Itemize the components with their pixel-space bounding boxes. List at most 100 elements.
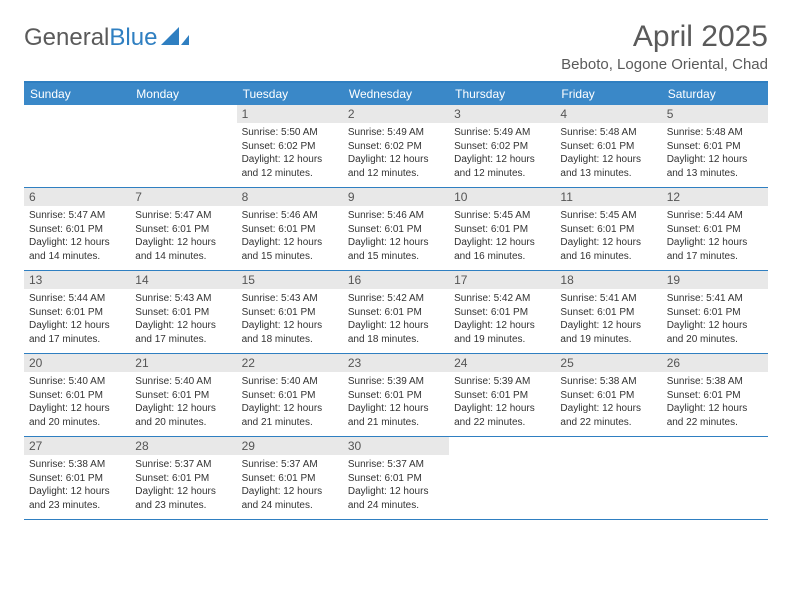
day-text-line: Sunrise: 5:47 AM (135, 209, 231, 223)
day-text-line: Sunrise: 5:49 AM (348, 126, 444, 140)
day-number: 11 (560, 190, 572, 204)
day-number-bar: 11 (555, 188, 661, 206)
week-row: ..1Sunrise: 5:50 AMSunset: 6:02 PMDaylig… (24, 105, 768, 188)
day-text-line: Daylight: 12 hours (667, 236, 763, 250)
day-text-line: Sunset: 6:01 PM (29, 223, 125, 237)
day-text-line: Sunset: 6:01 PM (135, 472, 231, 486)
day-text-line: Daylight: 12 hours (454, 402, 550, 416)
day-text-line: Sunrise: 5:44 AM (667, 209, 763, 223)
day-number-bar: 16 (343, 271, 449, 289)
dow-saturday: Saturday (662, 83, 768, 105)
day-text-line: Daylight: 12 hours (348, 153, 444, 167)
day-text-line: Daylight: 12 hours (135, 402, 231, 416)
day-text-line: Sunset: 6:02 PM (348, 140, 444, 154)
day-text-line: Sunrise: 5:43 AM (242, 292, 338, 306)
day-text-line: Daylight: 12 hours (242, 319, 338, 333)
day-number: 4 (560, 107, 567, 121)
day-number-bar: 15 (237, 271, 343, 289)
day-cell: 1Sunrise: 5:50 AMSunset: 6:02 PMDaylight… (237, 105, 343, 187)
day-text-line: Sunrise: 5:47 AM (29, 209, 125, 223)
day-text-line: and 16 minutes. (560, 250, 656, 264)
day-text-line: Sunrise: 5:46 AM (348, 209, 444, 223)
day-text-line: Sunrise: 5:40 AM (242, 375, 338, 389)
day-text-line: Daylight: 12 hours (135, 485, 231, 499)
day-number-bar: 10 (449, 188, 555, 206)
location-label: Beboto, Logone Oriental, Chad (561, 56, 768, 73)
day-number-bar: 21 (130, 354, 236, 372)
day-cell: 3Sunrise: 5:49 AMSunset: 6:02 PMDaylight… (449, 105, 555, 187)
day-text-line: Sunset: 6:01 PM (135, 306, 231, 320)
day-cell: 24Sunrise: 5:39 AMSunset: 6:01 PMDayligh… (449, 354, 555, 436)
dow-sunday: Sunday (24, 83, 130, 105)
dow-thursday: Thursday (449, 83, 555, 105)
day-text-line: Daylight: 12 hours (135, 236, 231, 250)
day-number: 13 (29, 273, 42, 287)
day-text-line: Sunset: 6:01 PM (242, 389, 338, 403)
day-text-line: Sunrise: 5:44 AM (29, 292, 125, 306)
day-text-line: Sunrise: 5:37 AM (242, 458, 338, 472)
day-text-line: and 24 minutes. (242, 499, 338, 513)
day-number: 19 (667, 273, 680, 287)
month-title: April 2025 (561, 20, 768, 54)
day-number-bar: 23 (343, 354, 449, 372)
day-cell: . (662, 437, 768, 519)
day-text-line: Sunrise: 5:40 AM (29, 375, 125, 389)
day-cell: . (130, 105, 236, 187)
day-text-line: and 24 minutes. (348, 499, 444, 513)
day-cell: 5Sunrise: 5:48 AMSunset: 6:01 PMDaylight… (662, 105, 768, 187)
day-text-line: Daylight: 12 hours (29, 485, 125, 499)
day-text-line: Daylight: 12 hours (560, 236, 656, 250)
day-number: 29 (242, 439, 255, 453)
day-text-line: Sunset: 6:01 PM (454, 306, 550, 320)
day-text-line: and 14 minutes. (135, 250, 231, 264)
day-number-bar: 19 (662, 271, 768, 289)
day-number-bar: 18 (555, 271, 661, 289)
day-number-bar: 29 (237, 437, 343, 455)
day-number: 7 (135, 190, 142, 204)
day-cell: 11Sunrise: 5:45 AMSunset: 6:01 PMDayligh… (555, 188, 661, 270)
day-text-line: Sunrise: 5:38 AM (560, 375, 656, 389)
day-cell: 14Sunrise: 5:43 AMSunset: 6:01 PMDayligh… (130, 271, 236, 353)
brand-logo: GeneralBlue (24, 24, 189, 52)
day-number: 24 (454, 356, 467, 370)
title-block: April 2025 Beboto, Logone Oriental, Chad (561, 20, 768, 73)
day-cell: 25Sunrise: 5:38 AMSunset: 6:01 PMDayligh… (555, 354, 661, 436)
week-row: 20Sunrise: 5:40 AMSunset: 6:01 PMDayligh… (24, 354, 768, 437)
day-number: 9 (348, 190, 355, 204)
day-cell: 9 Sunrise: 5:46 AMSunset: 6:01 PMDaylight… (343, 188, 449, 270)
day-cell: 30Sunrise: 5:37 AMSunset: 6:01 PMDayligh… (343, 437, 449, 519)
day-number: 10 (454, 190, 467, 204)
day-text-line: Sunrise: 5:42 AM (348, 292, 444, 306)
day-text-line: and 15 minutes. (348, 250, 444, 264)
day-number: 26 (667, 356, 680, 370)
day-number-bar: 27 (24, 437, 130, 455)
day-text-line: and 17 minutes. (667, 250, 763, 264)
day-text-line: Daylight: 12 hours (667, 153, 763, 167)
day-text-line: and 22 minutes. (560, 416, 656, 430)
day-cell: 19Sunrise: 5:41 AMSunset: 6:01 PMDayligh… (662, 271, 768, 353)
header: GeneralBlue April 2025 Beboto, Logone Or… (24, 20, 768, 73)
day-text-line: Sunset: 6:01 PM (667, 140, 763, 154)
day-text-line: and 20 minutes. (29, 416, 125, 430)
day-number: 2 (348, 107, 355, 121)
day-cell: 6Sunrise: 5:47 AMSunset: 6:01 PMDaylight… (24, 188, 130, 270)
day-number-bar: 4 (555, 105, 661, 123)
day-text-line: Daylight: 12 hours (348, 319, 444, 333)
day-text-line: Sunset: 6:01 PM (560, 389, 656, 403)
day-number-bar: 30 (343, 437, 449, 455)
day-text-line: Sunset: 6:01 PM (242, 223, 338, 237)
day-cell: 21Sunrise: 5:40 AMSunset: 6:01 PMDayligh… (130, 354, 236, 436)
day-text-line: Sunset: 6:01 PM (348, 223, 444, 237)
day-text-line: Daylight: 12 hours (348, 236, 444, 250)
week-row: 27Sunrise: 5:38 AMSunset: 6:01 PMDayligh… (24, 437, 768, 520)
day-of-week-row: Sunday Monday Tuesday Wednesday Thursday… (24, 83, 768, 105)
day-number: 28 (135, 439, 148, 453)
day-text-line: Sunset: 6:01 PM (454, 223, 550, 237)
day-cell: 10Sunrise: 5:45 AMSunset: 6:01 PMDayligh… (449, 188, 555, 270)
day-number-bar: 14 (130, 271, 236, 289)
day-text-line: Sunrise: 5:40 AM (135, 375, 231, 389)
day-text-line: Sunrise: 5:37 AM (135, 458, 231, 472)
day-cell: 29Sunrise: 5:37 AMSunset: 6:01 PMDayligh… (237, 437, 343, 519)
day-text-line: Daylight: 12 hours (560, 402, 656, 416)
day-text-line: Sunset: 6:01 PM (242, 472, 338, 486)
